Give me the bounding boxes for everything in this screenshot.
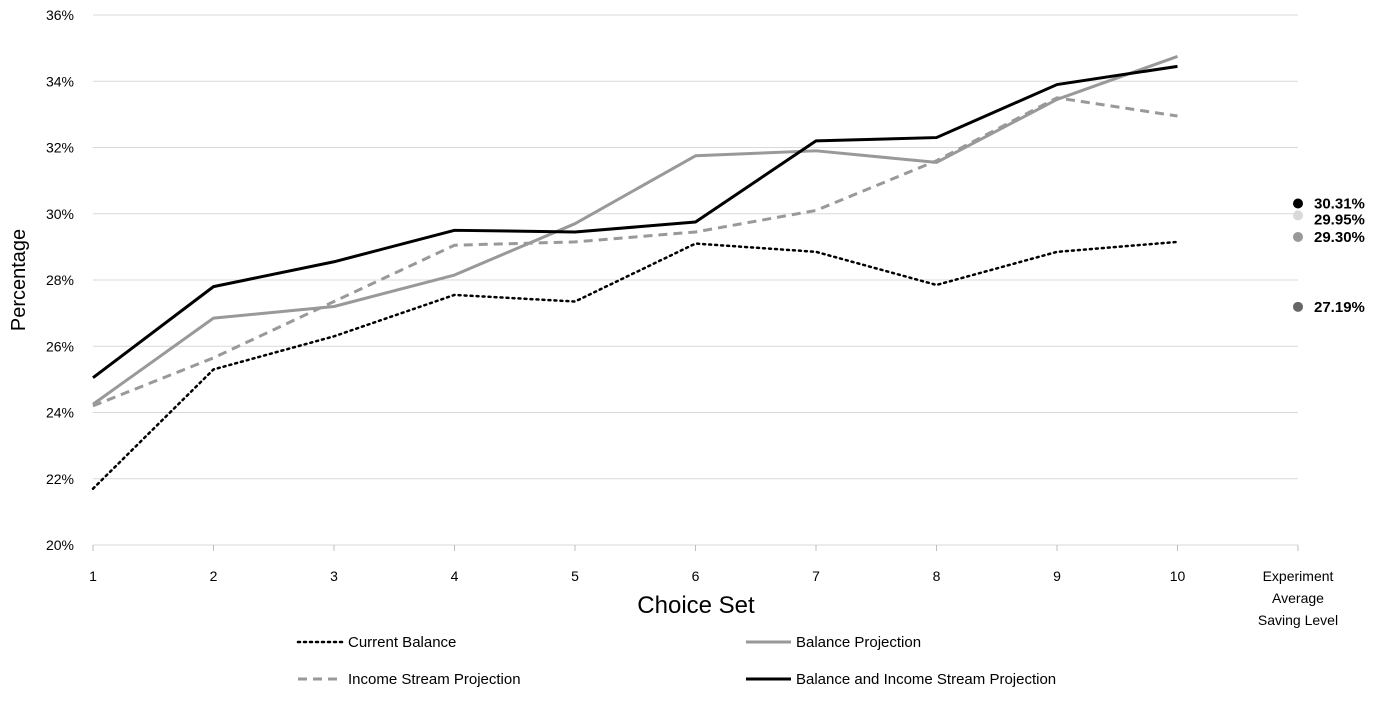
x-tick-label: 2 — [210, 568, 218, 584]
legend: Current Balance Balance Projection Income … — [296, 634, 1056, 688]
y-axis-tick-labels: 20% 22% 24% 26% 28% 30% 32% 34% 36% — [46, 7, 74, 553]
series-line — [92, 96, 1178, 408]
x-axis-tick-labels: 1 2 3 4 5 6 7 8 9 10 Experiment Average Saving Level — [89, 568, 1338, 628]
legend-label: Balance Projection — [796, 634, 921, 651]
series-line — [92, 54, 1179, 406]
legend-item: Balance Projection — [746, 634, 921, 651]
x-axis — [92, 544, 1299, 551]
x-tick-label: 7 — [812, 568, 820, 584]
legend-label: Current Balance — [348, 634, 456, 651]
x-tick-label-experiment-average: Experiment — [1263, 568, 1334, 584]
y-tick-label: 20% — [46, 537, 74, 553]
x-tick-label-experiment-average: Average — [1272, 590, 1324, 606]
average-value-label: 29.30% — [1314, 229, 1365, 246]
average-markers: 30.31%29.95%29.30% 27.19% — [1293, 195, 1365, 316]
y-tick-label: 28% — [46, 272, 74, 288]
series-1-group — [91, 240, 1179, 490]
x-tick-label: 8 — [933, 568, 941, 584]
series-4-group — [92, 64, 1178, 379]
x-tick-label: 5 — [571, 568, 579, 584]
average-marker — [1293, 210, 1303, 221]
gridlines — [93, 14, 1298, 480]
x-tick-label: 1 — [89, 568, 97, 584]
x-tick-label: 4 — [451, 568, 459, 584]
average-value-label: 27.19% — [1314, 299, 1365, 316]
x-tick-label: 10 — [1170, 568, 1186, 584]
x-tick-label: 6 — [692, 568, 700, 584]
series-line — [91, 240, 1179, 490]
average-marker — [1293, 231, 1303, 242]
y-tick-label: 24% — [46, 405, 74, 421]
average-marker — [1293, 198, 1303, 209]
y-tick-label: 22% — [46, 471, 74, 487]
average-marker — [1293, 301, 1303, 312]
x-tick-label-experiment-average: Saving Level — [1258, 612, 1338, 628]
legend-item: Current Balance — [296, 634, 456, 651]
series-3-group — [92, 96, 1178, 408]
average-value-label: 29.95% — [1314, 211, 1365, 228]
series-line — [92, 64, 1178, 379]
series-2-group — [92, 54, 1179, 406]
y-axis-title: Percentage — [8, 229, 30, 331]
x-axis-title: Choice Set — [637, 592, 755, 619]
legend-item: Income Stream Projection — [298, 671, 521, 688]
legend-label: Income Stream Projection — [348, 671, 521, 688]
y-tick-label: 36% — [46, 7, 74, 23]
legend-item: Balance and Income Stream Projection — [746, 671, 1056, 688]
average-value-label: 30.31% — [1314, 195, 1365, 212]
y-tick-label: 32% — [46, 140, 74, 156]
series-lines — [91, 54, 1179, 490]
y-tick-label: 30% — [46, 206, 74, 222]
x-tick-label: 3 — [330, 568, 338, 584]
y-tick-label: 26% — [46, 338, 74, 354]
x-tick-label: 9 — [1053, 568, 1061, 584]
legend-label: Balance and Income Stream Projection — [796, 671, 1056, 688]
y-tick-label: 34% — [46, 73, 74, 89]
